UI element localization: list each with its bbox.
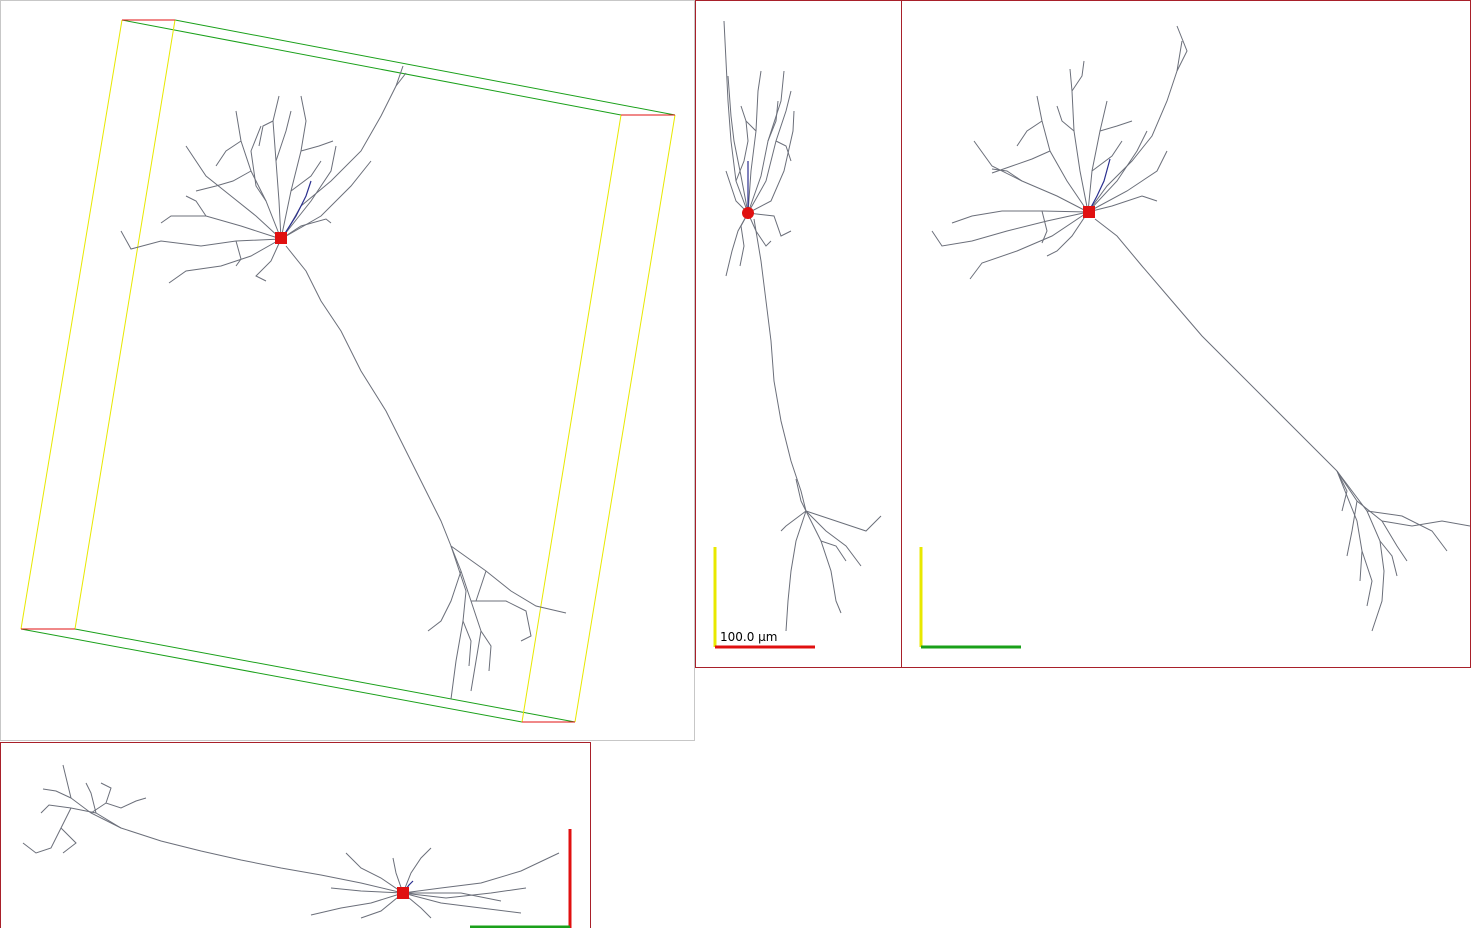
soma[interactable] — [1083, 206, 1095, 218]
front-view[interactable] — [901, 0, 1471, 668]
soma[interactable] — [742, 207, 754, 219]
neuron-dendrites — [22, 764, 560, 919]
side-view-canvas — [713, 20, 882, 649]
soma[interactable] — [275, 232, 287, 244]
neuron-dendrites — [120, 65, 567, 700]
scale-bar-label: 100.0 µm — [720, 630, 778, 644]
perspective-3d-view[interactable] — [0, 0, 695, 741]
apical-dendrite — [1088, 158, 1111, 212]
perspective-3d-canvas — [20, 19, 676, 723]
neuron-dendrites — [931, 25, 1470, 632]
soma[interactable] — [397, 887, 409, 899]
bounding-box — [20, 19, 676, 723]
neuron-dendrites — [723, 20, 882, 632]
front-view-canvas — [919, 25, 1470, 649]
top-view-canvas — [22, 764, 572, 928]
side-view[interactable]: 100.0 µm — [695, 0, 902, 668]
top-view[interactable] — [0, 742, 591, 928]
apical-dendrite — [281, 180, 312, 239]
